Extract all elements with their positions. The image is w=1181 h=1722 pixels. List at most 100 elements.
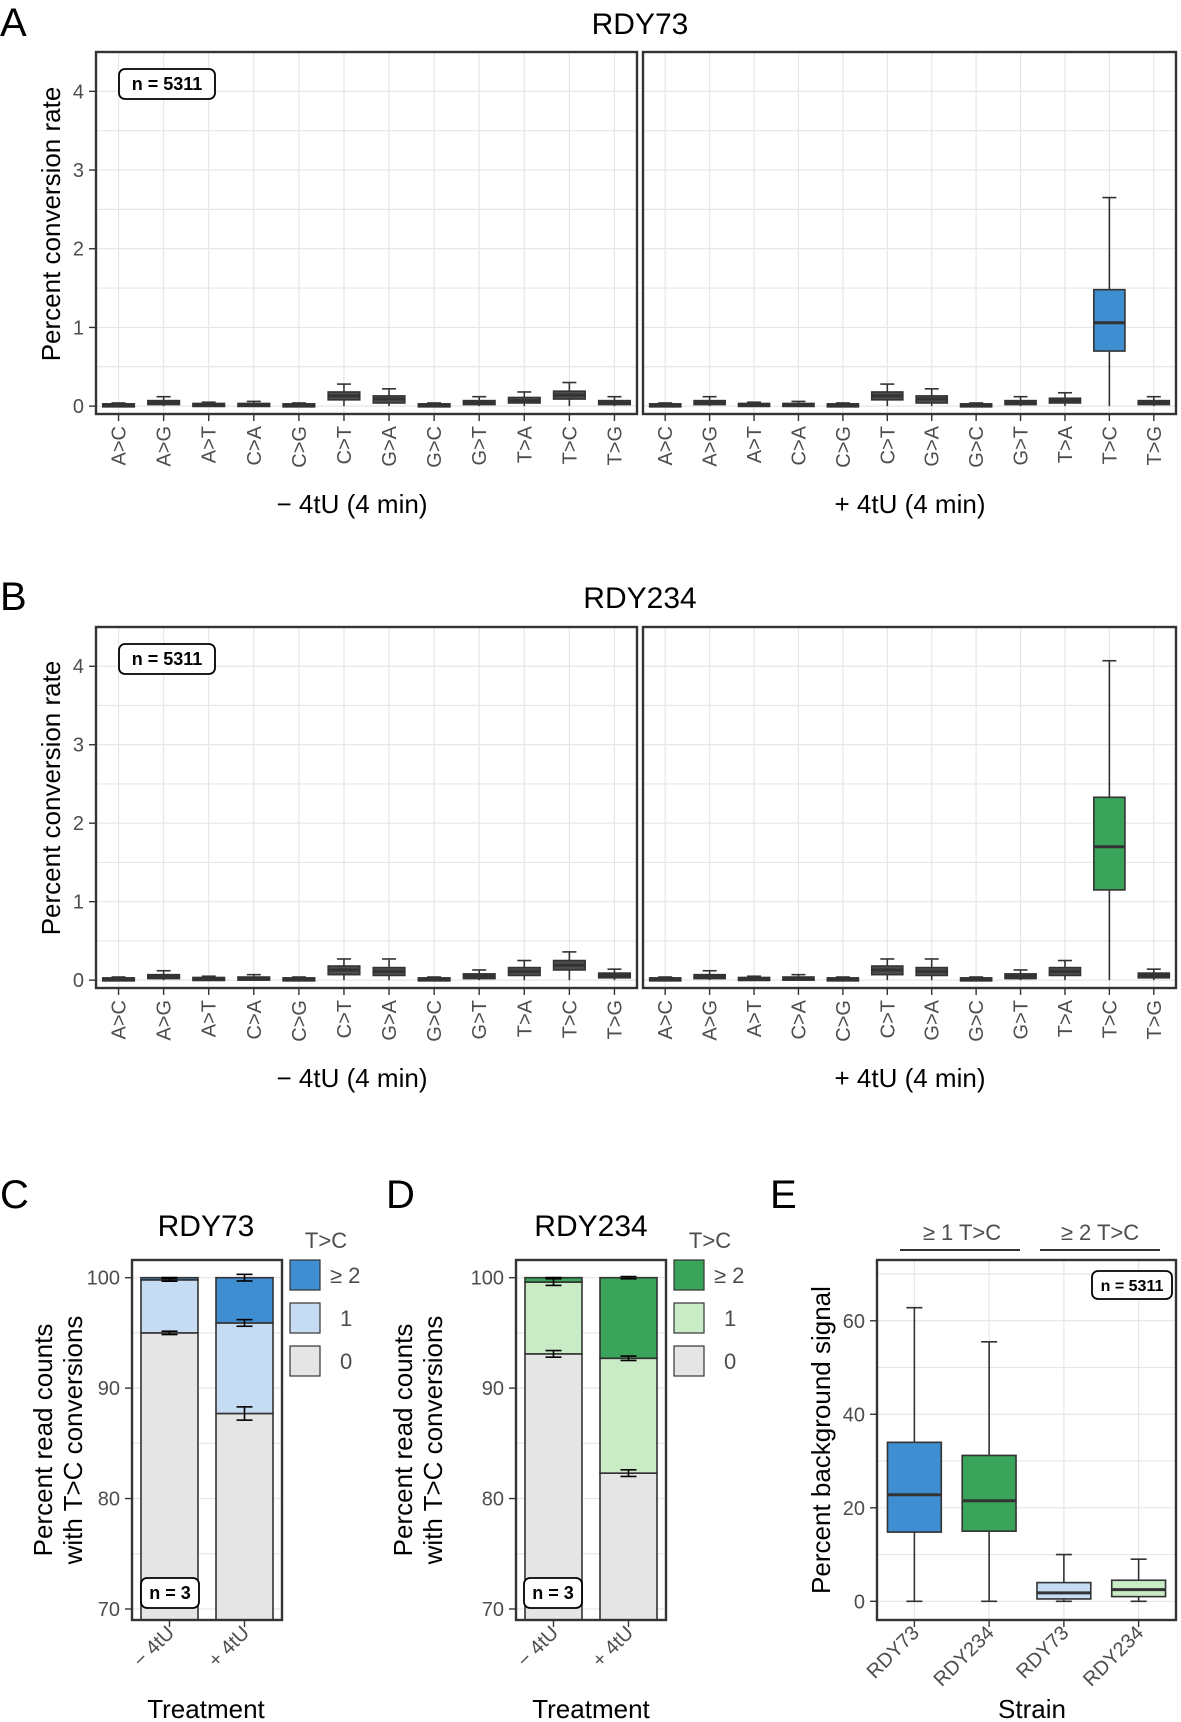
panel-d-legend-swatch-2plus [673, 1259, 705, 1291]
b-minus-xtick-label: T>A [514, 999, 536, 1037]
panel-d-legend-label-0: 0 [724, 1349, 736, 1374]
panel-e-xlabel: Strain [998, 1694, 1066, 1722]
panel-e-badge: n = 5311 [1091, 1270, 1173, 1300]
a-plus-xtick-label: A>C [655, 426, 677, 465]
panel-d-legend: T>C ≥ 2 1 0 [673, 1228, 744, 1377]
panel-d-badge-text: n = 3 [532, 1583, 574, 1603]
d-bar-zero [599, 1472, 658, 1621]
panel-b-badge: n = 5311 [118, 643, 216, 675]
e-box-1 [961, 1454, 1017, 1532]
a-plus-box-T>C [1093, 288, 1126, 352]
a-plus-xtick-label: T>C [1099, 426, 1121, 464]
panel-d-xlabel: Treatment [532, 1694, 650, 1722]
b-minus-xtick-label: T>G [604, 1000, 626, 1039]
a-plus-xtick-label: G>C [966, 426, 988, 468]
d-bar-one [524, 1281, 583, 1355]
a-plus-xtick-label: A>G [700, 426, 722, 467]
a-minus-xtick-label: T>A [514, 425, 536, 463]
b-minus-xtick-label: A>G [154, 1000, 176, 1041]
b-minus-ytick-label: 0 [73, 970, 84, 992]
panel-d-legend-swatch-0 [673, 1345, 705, 1377]
c-bar-two [215, 1276, 274, 1324]
d-ytick-label: 100 [471, 1268, 504, 1290]
c-ytick-label: 80 [98, 1489, 120, 1511]
a-minus-ytick-label: 0 [73, 396, 84, 418]
panel-c-legend-label-0: 0 [340, 1349, 352, 1374]
a-plus-frame [641, 50, 1178, 416]
a-minus-frame [94, 50, 639, 416]
panel-label-c: C [0, 1173, 29, 1217]
b-minus-ytick-label: 3 [73, 735, 84, 757]
panel-d-legend-label-1: 1 [724, 1306, 736, 1331]
d-ytick-label: 90 [482, 1378, 504, 1400]
panel-c-plot: 70 80 90 100 − 4tU + 4tU [87, 1258, 284, 1672]
panel-d-legend-label-2plus: ≥ 2 [714, 1263, 744, 1288]
panel-c-legend-label-2plus: ≥ 2 [330, 1263, 360, 1288]
b-minus-xtick-label: A>T [199, 1000, 221, 1037]
panel-c-legend-swatch-0 [289, 1345, 321, 1377]
b-minus-ytick-label: 1 [73, 892, 84, 914]
panel-d-ylabel-line1: Percent read counts [388, 1324, 418, 1557]
b-plus-frame [641, 625, 1178, 990]
panel-c-ylabel-line2: with T>C conversions [58, 1316, 88, 1566]
panel-c-title: RDY73 [158, 1210, 255, 1243]
panel-label-d: D [386, 1173, 415, 1217]
a-minus-xtick-label: C>G [289, 426, 311, 468]
b-minus-xtick-label: G>C [424, 1000, 446, 1042]
c-frame [130, 1258, 284, 1622]
panel-e-group-label-2: ≥ 2 T>C [1061, 1220, 1139, 1245]
e-ytick-label: 60 [843, 1311, 865, 1333]
a-minus-xtick-label: G>A [379, 425, 401, 466]
panel-a-title: RDY73 [592, 8, 689, 41]
panel-e-ylabel: Percent background signal [806, 1286, 836, 1594]
panel-c-ylabel-line1: Percent read counts [28, 1324, 58, 1557]
panel-d-plot: 70 80 90 100 − 4tU + 4tU [471, 1258, 668, 1672]
a-plus-xtick-label: T>G [1144, 426, 1166, 465]
d-xtick-label: − 4tU [513, 1622, 563, 1672]
a-minus-xtick-label: T>C [559, 426, 581, 464]
panel-b-facet-plus-label: + 4tU (4 min) [835, 1063, 986, 1093]
b-plus-xtick-label: G>A [922, 999, 944, 1040]
e-xtick-label: RDY234 [1079, 1622, 1148, 1691]
d-bar-zero [524, 1353, 583, 1621]
panel-c-badge-text: n = 3 [149, 1583, 191, 1603]
panel-c-legend-swatch-1 [289, 1302, 321, 1334]
panel-a-badge-text: n = 5311 [132, 74, 203, 94]
panel-b-title: RDY234 [583, 582, 696, 615]
a-plus-xtick-label: A>T [744, 426, 766, 463]
e-xtick-label: RDY73 [863, 1622, 924, 1683]
panel-label-e: E [770, 1173, 797, 1217]
panel-d-legend-title: T>C [689, 1228, 731, 1253]
b-plus-xtick-label: G>T [1011, 1000, 1033, 1039]
panel-d-legend-swatch-1 [673, 1302, 705, 1334]
c-bar-zero [140, 1332, 199, 1621]
panel-d-badge: n = 3 [523, 1577, 583, 1609]
panel-c-xlabel: Treatment [147, 1694, 265, 1722]
a-plus-xtick-label: G>T [1011, 426, 1033, 465]
a-minus-xtick-label: G>C [424, 426, 446, 468]
e-ytick-label: 0 [854, 1591, 865, 1613]
a-minus-ytick-label: 4 [73, 81, 84, 103]
panel-c: RDY73 Percent read counts with T>C conve… [28, 1210, 360, 1722]
b-minus-xtick-label: C>G [289, 1000, 311, 1042]
a-minus-xtick-label: T>G [604, 426, 626, 465]
a-minus-xtick-label: A>T [199, 426, 221, 463]
b-plus-xtick-label: A>T [744, 1000, 766, 1037]
panel-d-ylabel-line2: with T>C conversions [418, 1316, 448, 1566]
b-plus-xtick-label: A>C [655, 1000, 677, 1039]
d-bar-two [599, 1276, 658, 1360]
a-plus-xtick-label: C>T [877, 426, 899, 464]
panel-a-ylabel: Percent conversion rate [36, 87, 66, 362]
c-ytick-label: 70 [98, 1599, 120, 1621]
panel-b-facet-plus: A>C A>G A>T C>A C>G C>T G>A G>C G>T T>A T>C T>G [641, 625, 1178, 1042]
panel-c-badge: n = 3 [140, 1577, 200, 1609]
a-minus-xtick-label: A>C [109, 426, 131, 465]
e-box-0 [886, 1441, 943, 1533]
panel-c-legend: T>C ≥ 2 1 0 [289, 1228, 360, 1377]
b-plus-xtick-label: T>A [1055, 999, 1077, 1037]
e-xtick-label: RDY73 [1012, 1622, 1073, 1683]
e-ytick-label: 40 [843, 1404, 865, 1426]
